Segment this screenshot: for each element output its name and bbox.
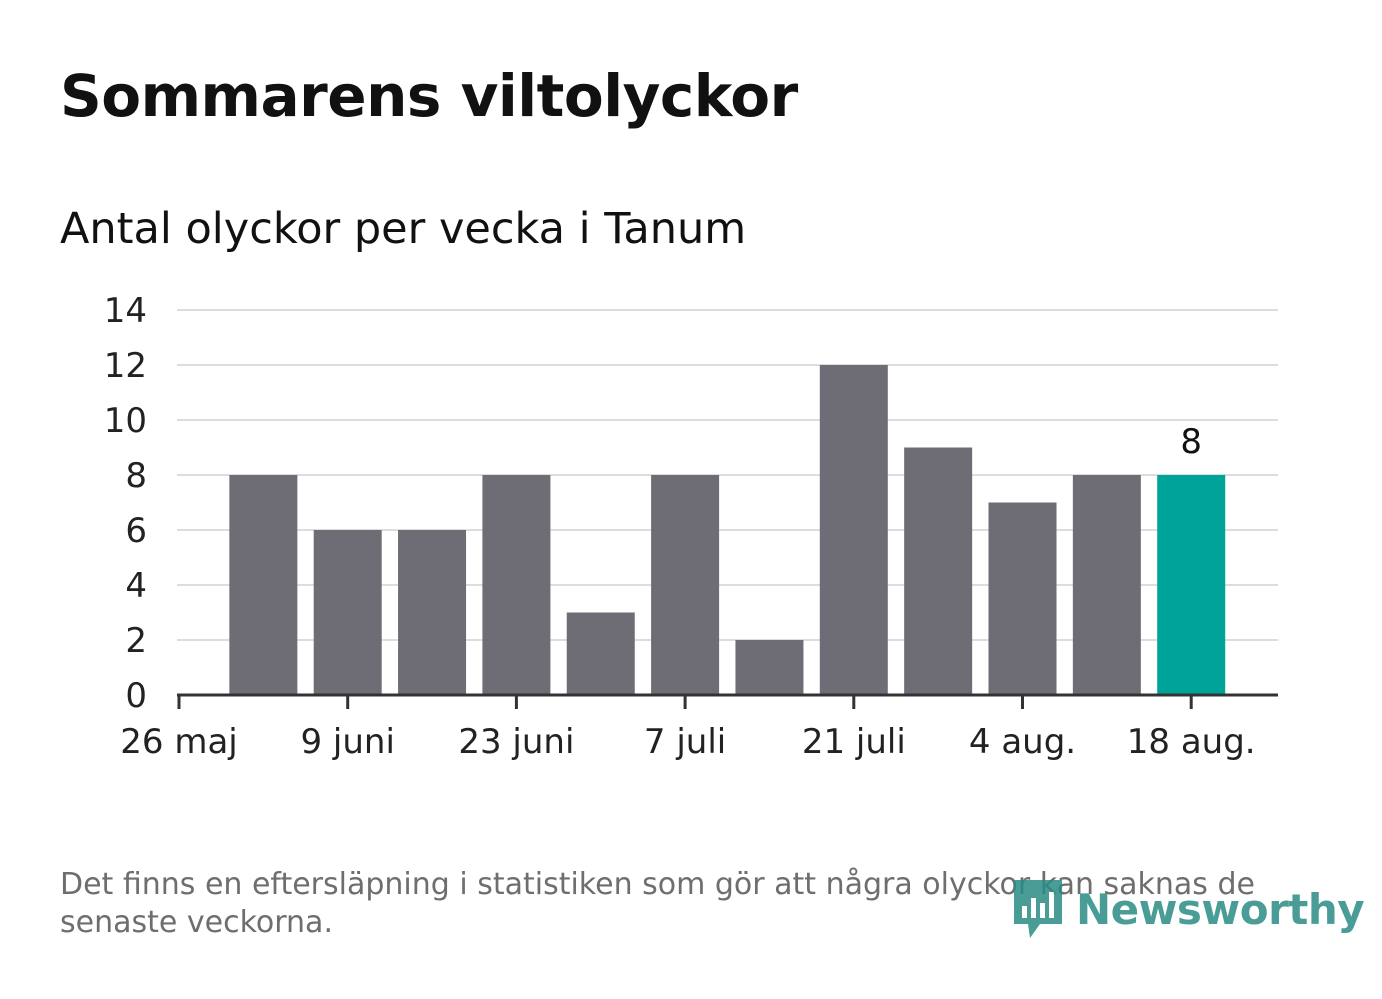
chart-title: Sommarens viltolyckor bbox=[60, 62, 798, 130]
y-tick-label: 8 bbox=[125, 456, 147, 496]
bar bbox=[819, 365, 888, 695]
bar bbox=[398, 530, 467, 695]
x-tick-label: 26 maj bbox=[120, 722, 237, 762]
x-tick-label: 4 aug. bbox=[969, 722, 1076, 762]
bar-highlight bbox=[1157, 475, 1226, 695]
x-tick-label: 21 juli bbox=[802, 722, 906, 762]
bars bbox=[229, 365, 1226, 695]
bar bbox=[229, 475, 298, 695]
y-tick-label: 0 bbox=[125, 676, 147, 716]
data-labels: 8 bbox=[1180, 422, 1202, 462]
bar bbox=[651, 475, 720, 695]
y-tick-label: 4 bbox=[125, 566, 147, 606]
brand-logo: Newsworthy bbox=[1010, 876, 1365, 942]
bar bbox=[988, 502, 1057, 695]
x-axis-ticks: 26 maj 9 juni 23 juni 7 juli 21 juli 4 aug. 18… bbox=[120, 695, 1256, 762]
y-tick-label: 12 bbox=[104, 346, 147, 386]
bar bbox=[904, 447, 973, 695]
y-tick-label: 10 bbox=[104, 401, 147, 441]
bar bbox=[1072, 475, 1141, 695]
y-tick-label: 14 bbox=[104, 291, 147, 331]
newsworthy-logo-icon bbox=[1014, 880, 1062, 938]
brand-name: Newsworthy bbox=[1076, 884, 1365, 934]
y-tick-label: 6 bbox=[125, 511, 147, 551]
x-tick-label: 18 aug. bbox=[1127, 722, 1256, 762]
x-tick-label: 23 juni bbox=[458, 722, 574, 762]
chart-subtitle: Antal olyckor per vecka i Tanum bbox=[60, 204, 747, 254]
x-tick-label: 9 juni bbox=[300, 722, 394, 762]
y-tick-label: 2 bbox=[125, 621, 147, 661]
x-tick-label: 7 juli bbox=[644, 722, 726, 762]
y-axis-ticks: 0 2 4 6 8 10 12 14 bbox=[104, 291, 147, 716]
bar bbox=[313, 530, 382, 695]
bar bbox=[482, 475, 551, 695]
bar bbox=[566, 612, 635, 695]
bar bbox=[735, 640, 804, 695]
data-label: 8 bbox=[1180, 422, 1202, 462]
